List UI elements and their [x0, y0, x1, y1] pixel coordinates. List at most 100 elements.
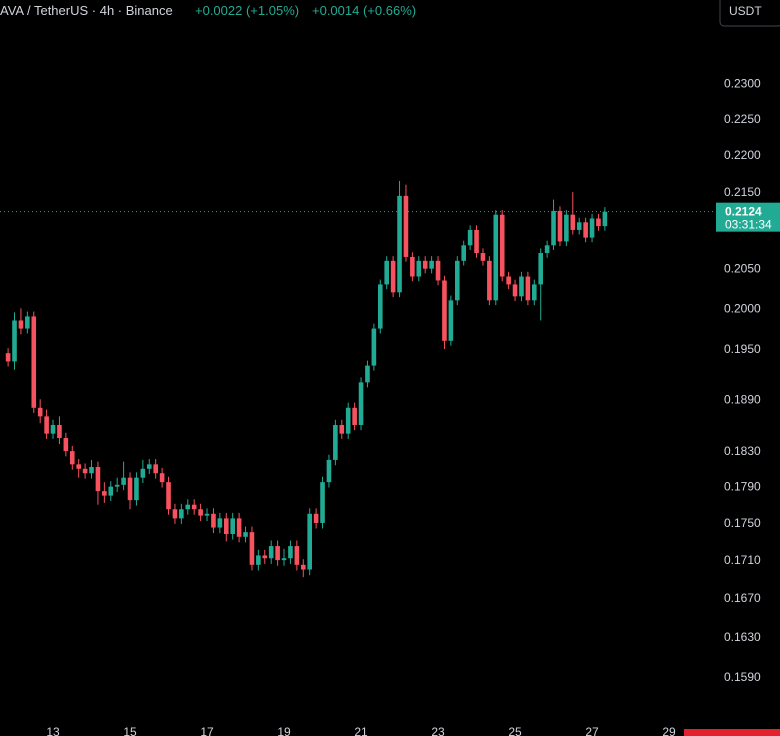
candle-body: [294, 546, 300, 565]
candle-body: [326, 459, 332, 483]
y-tick-label: 0.1670: [724, 591, 761, 605]
candle-body: [352, 407, 357, 425]
candle-body: [37, 407, 43, 417]
x-tick-label: 23: [431, 725, 445, 736]
candle-body: [493, 214, 499, 301]
candle-body: [596, 218, 601, 227]
candle-body: [339, 424, 345, 434]
candle-body: [25, 316, 30, 329]
y-tick-label: 0.2000: [724, 301, 761, 315]
candle-body: [281, 558, 287, 561]
candle-body: [243, 532, 248, 537]
candle-body: [454, 260, 460, 301]
candle-body: [57, 424, 62, 438]
candle-body: [12, 320, 17, 362]
candle-body: [538, 253, 544, 285]
y-tick-label: 0.2050: [724, 262, 761, 276]
candle-body: [512, 284, 518, 297]
candle-body: [506, 276, 511, 285]
candle-body: [217, 518, 223, 528]
chart-title: AVA / TetherUS · 4h · Binance: [0, 3, 173, 18]
x-tick-label: 13: [46, 725, 60, 736]
y-tick-label: 0.1830: [724, 444, 761, 458]
candle-body: [390, 260, 396, 293]
candle-body: [371, 328, 377, 366]
candle-body: [461, 245, 467, 261]
candle-body: [44, 416, 49, 434]
candle-body: [204, 513, 210, 516]
change: +0.0014 (+0.66%): [312, 3, 416, 18]
last-price-box: [716, 202, 780, 232]
candle-body: [166, 482, 171, 510]
x-tick-label: 27: [585, 725, 599, 736]
candle-body: [467, 229, 473, 246]
currency-button-label[interactable]: USDT: [729, 4, 762, 18]
candle-body: [519, 276, 524, 297]
x-tick-label: 25: [508, 725, 522, 736]
candle-body: [448, 300, 454, 341]
currency-button[interactable]: [719, 0, 780, 27]
candle-body: [576, 222, 582, 230]
candle-body: [140, 468, 146, 478]
candle-body: [333, 424, 338, 460]
y-tick-label: 0.2150: [724, 185, 761, 199]
candle-body: [365, 365, 370, 383]
candle-body: [397, 195, 402, 293]
candle-body: [307, 513, 312, 570]
candle-body: [345, 407, 351, 434]
y-tick-label: 0.1710: [724, 553, 761, 567]
candle-body: [5, 353, 11, 362]
candle-body: [31, 316, 37, 408]
x-tick-label: 15: [123, 725, 137, 736]
candle-body: [146, 464, 152, 469]
candle-body: [442, 280, 447, 341]
x-tick-label: 21: [354, 725, 368, 736]
candle-body: [377, 284, 383, 329]
y-tick-label: 0.2200: [724, 148, 761, 162]
y-tick-label: 0.1750: [724, 516, 761, 530]
candle-body: [487, 260, 492, 301]
candle-body: [410, 256, 415, 277]
candle-body: [416, 260, 422, 277]
candle-body: [114, 484, 120, 487]
candle-body: [76, 464, 81, 469]
candle-body: [230, 518, 235, 535]
candle-body: [564, 214, 569, 242]
candle-body: [474, 229, 479, 254]
candle-body: [531, 284, 537, 301]
candle-body: [69, 451, 75, 465]
candle-body: [583, 222, 588, 238]
candle-body: [172, 509, 178, 519]
candle-body: [313, 513, 319, 523]
y-tick-label: 0.1950: [724, 342, 761, 356]
countdown-label: 03:31:34: [725, 218, 772, 232]
candle-body: [191, 504, 197, 510]
candle-body: [121, 477, 126, 485]
y-tick-label: 0.1590: [724, 670, 761, 684]
candle-body: [256, 555, 261, 565]
candle-body: [403, 195, 409, 257]
candle-body: [435, 260, 441, 281]
candle-body: [95, 467, 101, 492]
candle-body: [288, 546, 293, 559]
candle-body: [185, 504, 191, 510]
y-tick-label: 0.2300: [724, 77, 761, 91]
candle-body: [198, 509, 203, 516]
candle-body: [602, 211, 608, 227]
candle-body: [50, 424, 56, 434]
candle-body: [211, 513, 216, 528]
candle-body: [18, 320, 24, 329]
x-tick-label: 17: [200, 725, 214, 736]
candle-body: [82, 468, 88, 474]
candle-body: [551, 210, 556, 246]
candle-body: [127, 477, 133, 501]
candle-body: [320, 482, 325, 523]
candle-body: [268, 546, 274, 559]
candle-body: [102, 491, 107, 496]
candle-body: [570, 214, 576, 230]
change: +0.0022 (+1.05%): [195, 3, 299, 18]
candle-body: [422, 260, 428, 269]
